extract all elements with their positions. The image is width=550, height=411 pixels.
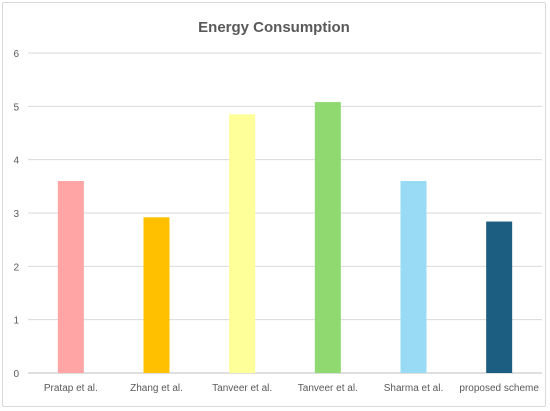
y-tick-label: 2 — [13, 262, 19, 273]
bar-5 — [486, 221, 513, 373]
x-category-label: Pratap et al. — [44, 383, 98, 394]
bar-4 — [400, 181, 427, 373]
y-tick-label: 4 — [13, 156, 19, 167]
bars — [57, 102, 513, 374]
y-tick-label: 3 — [13, 209, 19, 220]
y-tick-label: 5 — [13, 102, 19, 113]
x-category-label: Sharma et al. — [384, 383, 443, 394]
x-category-label: Zhang et al. — [130, 383, 183, 394]
x-category-label: Tanveer et al. — [212, 383, 272, 394]
chart-title: Energy Consumption — [198, 19, 350, 36]
x-category-label: proposed scheme — [459, 383, 539, 394]
gridlines — [28, 52, 542, 374]
bar-2 — [229, 114, 256, 373]
x-axis-labels: Pratap et al. Zhang et al. Tanveer et al. T… — [44, 383, 539, 394]
chart-frame: Energy Consumption — [2, 2, 546, 407]
y-axis-ticks: 0 1 2 3 4 5 6 — [13, 49, 19, 380]
y-tick-label: 1 — [13, 316, 19, 327]
bar-1 — [143, 217, 170, 373]
bar-0 — [57, 181, 84, 373]
x-category-label: Tanveer et al. — [298, 383, 358, 394]
bar-3 — [314, 102, 341, 374]
y-tick-label: 6 — [13, 49, 19, 60]
y-tick-label: 0 — [13, 369, 19, 380]
